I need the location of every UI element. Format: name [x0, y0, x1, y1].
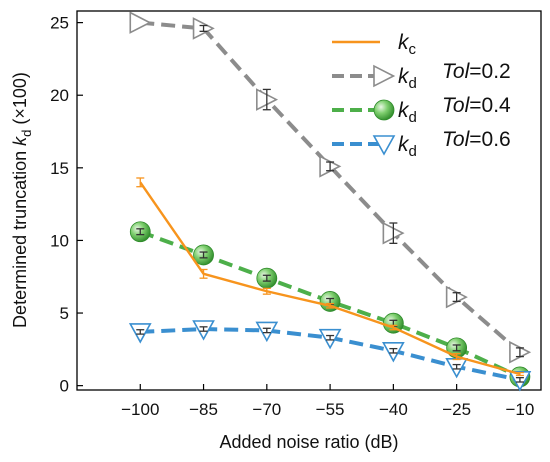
x-tick-label: −55 [316, 400, 345, 419]
legend-label: kc [398, 31, 417, 58]
legend-label: kd [398, 133, 417, 160]
x-tick-label: −25 [442, 400, 471, 419]
legend-label: kd [398, 99, 417, 126]
legend-tol: Tol=0.4 [442, 94, 511, 117]
legend-tol: Tol=0.6 [442, 128, 511, 151]
y-tick-label: 0 [60, 377, 69, 396]
y-tick-label: 10 [50, 231, 69, 250]
x-tick-label: −10 [505, 400, 534, 419]
series-3 [128, 320, 532, 392]
sphere-marker [373, 99, 395, 121]
y-axis-label: Determined truncation kd (×100) [10, 72, 34, 328]
y-tick-label: 25 [50, 14, 69, 33]
triangle-right-marker [373, 64, 396, 88]
x-tick-label: −100 [121, 400, 159, 419]
legend-tol: Tol=0.2 [442, 60, 511, 83]
triangle-down-marker [372, 135, 396, 156]
x-tick-label: −40 [379, 400, 408, 419]
triangle-right-marker [129, 11, 152, 34]
x-axis-label: Added noise ratio (dB) [219, 432, 398, 452]
series-1 [129, 11, 532, 364]
legend-label: kd [398, 65, 417, 92]
plot-frame [76, 10, 542, 391]
y-tick-label: 20 [50, 86, 69, 105]
y-tick-label: 15 [50, 159, 69, 178]
x-tick-label: −70 [252, 400, 281, 419]
legend: kc kd Tol=0.2 kd Tol=0.4 kd Tol=0.6 [332, 31, 511, 160]
series-0 [136, 177, 524, 377]
y-tick-label: 5 [60, 304, 69, 323]
x-tick-label: −85 [189, 400, 218, 419]
